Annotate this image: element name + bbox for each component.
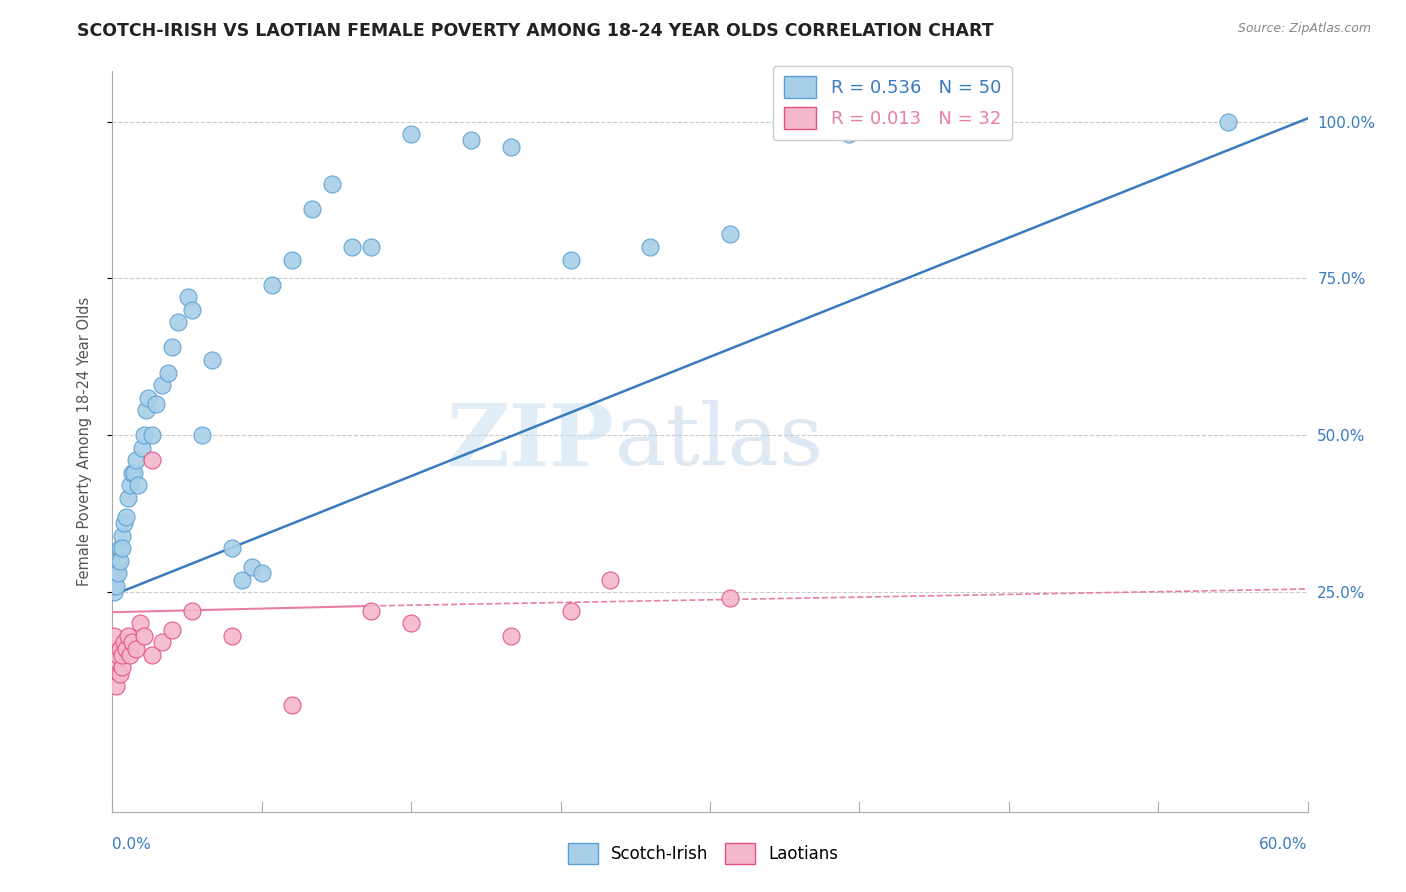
Text: 0.0%: 0.0% bbox=[112, 837, 152, 852]
Point bbox=[162, 340, 183, 354]
Point bbox=[321, 178, 343, 192]
Point bbox=[499, 139, 522, 153]
Point bbox=[240, 560, 263, 574]
Text: 60.0%: 60.0% bbox=[1260, 837, 1308, 852]
Point bbox=[281, 252, 304, 267]
Point bbox=[281, 698, 304, 712]
Point bbox=[107, 654, 129, 668]
Point bbox=[150, 635, 173, 649]
Point bbox=[150, 378, 173, 392]
Point bbox=[103, 573, 125, 587]
Point bbox=[340, 240, 363, 254]
Point bbox=[401, 616, 423, 631]
Point bbox=[460, 133, 482, 147]
Point bbox=[162, 623, 183, 637]
Point bbox=[157, 366, 180, 380]
Point bbox=[560, 252, 582, 267]
Point bbox=[125, 453, 148, 467]
Point bbox=[105, 666, 128, 681]
Point bbox=[117, 491, 139, 505]
Point bbox=[105, 566, 128, 581]
Point bbox=[114, 635, 135, 649]
Point bbox=[360, 604, 382, 618]
Point bbox=[129, 616, 152, 631]
Point bbox=[110, 641, 132, 656]
Point bbox=[105, 679, 128, 693]
Point bbox=[141, 428, 163, 442]
Point bbox=[141, 648, 163, 662]
Point bbox=[105, 654, 128, 668]
Point bbox=[221, 629, 243, 643]
Legend: R = 0.536   N = 50, R = 0.013   N = 32: R = 0.536 N = 50, R = 0.013 N = 32 bbox=[773, 66, 1012, 140]
Point bbox=[1216, 114, 1239, 128]
Point bbox=[560, 604, 582, 618]
Point bbox=[110, 541, 132, 556]
Point bbox=[181, 302, 204, 317]
Point bbox=[125, 641, 148, 656]
Point bbox=[124, 466, 146, 480]
Point bbox=[141, 453, 163, 467]
Point bbox=[231, 573, 253, 587]
Point bbox=[499, 629, 522, 643]
Point bbox=[110, 554, 132, 568]
Point bbox=[599, 573, 621, 587]
Point bbox=[718, 591, 741, 606]
Point bbox=[138, 391, 160, 405]
Text: atlas: atlas bbox=[614, 400, 824, 483]
Point bbox=[114, 516, 135, 530]
Point bbox=[103, 629, 125, 643]
Point bbox=[201, 353, 224, 368]
Point bbox=[110, 666, 132, 681]
Point bbox=[107, 566, 129, 581]
Text: SCOTCH-IRISH VS LAOTIAN FEMALE POVERTY AMONG 18-24 YEAR OLDS CORRELATION CHART: SCOTCH-IRISH VS LAOTIAN FEMALE POVERTY A… bbox=[77, 22, 994, 40]
Point bbox=[121, 635, 143, 649]
Point bbox=[134, 629, 156, 643]
Point bbox=[105, 579, 128, 593]
Point bbox=[111, 648, 134, 662]
Point bbox=[360, 240, 382, 254]
Point bbox=[121, 466, 143, 480]
Point bbox=[301, 202, 323, 217]
Point bbox=[131, 441, 153, 455]
Y-axis label: Female Poverty Among 18-24 Year Olds: Female Poverty Among 18-24 Year Olds bbox=[77, 297, 91, 586]
Point bbox=[103, 585, 125, 599]
Point bbox=[127, 478, 149, 492]
Point bbox=[107, 648, 129, 662]
Point bbox=[838, 127, 860, 141]
Point bbox=[117, 629, 139, 643]
Point bbox=[167, 315, 190, 329]
Point bbox=[250, 566, 273, 581]
Point bbox=[115, 509, 138, 524]
Point bbox=[181, 604, 204, 618]
Point bbox=[640, 240, 662, 254]
Point bbox=[135, 403, 157, 417]
Legend: Scotch-Irish, Laotians: Scotch-Irish, Laotians bbox=[561, 837, 845, 871]
Point bbox=[177, 290, 200, 304]
Point bbox=[103, 641, 125, 656]
Point bbox=[134, 428, 156, 442]
Text: ZIP: ZIP bbox=[447, 400, 614, 483]
Text: Source: ZipAtlas.com: Source: ZipAtlas.com bbox=[1237, 22, 1371, 36]
Point bbox=[111, 541, 134, 556]
Point bbox=[115, 641, 138, 656]
Point bbox=[120, 478, 142, 492]
Point bbox=[221, 541, 243, 556]
Point bbox=[718, 227, 741, 242]
Point bbox=[260, 277, 283, 292]
Point bbox=[107, 554, 129, 568]
Point bbox=[111, 660, 134, 674]
Point bbox=[111, 529, 134, 543]
Point bbox=[145, 397, 167, 411]
Point bbox=[191, 428, 214, 442]
Point bbox=[120, 648, 142, 662]
Point bbox=[401, 127, 423, 141]
